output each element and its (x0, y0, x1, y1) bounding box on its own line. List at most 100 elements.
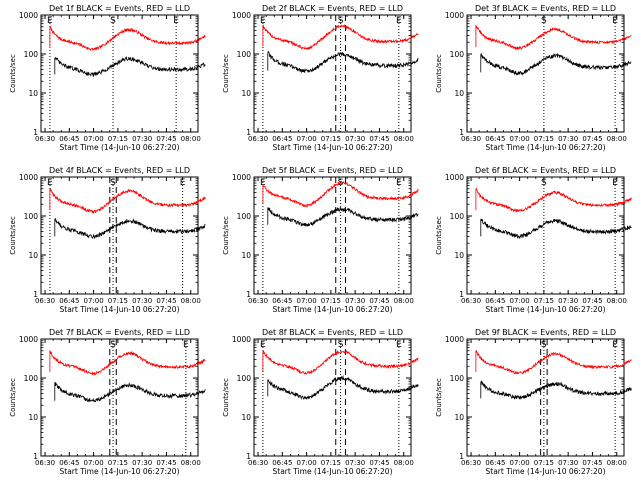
x-tick-label: 06:30 (461, 135, 481, 143)
y-axis-label: Counts/sec (222, 378, 230, 417)
chart-panel: Det 6f BLACK = Events, RED = LLD 1 10 100 10… (435, 166, 632, 314)
x-axis-label: Start Time (14-Jun-10 06:27:20) (273, 143, 393, 152)
x-tick-label: 07:30 (345, 135, 365, 143)
events-series-line (54, 55, 206, 78)
x-axis-label: Start Time (14-Jun-10 06:27:20) (273, 467, 393, 476)
y-tick-label: 10 (28, 413, 38, 422)
lld-series-line (475, 349, 632, 375)
x-tick-label: 07:00 (84, 459, 104, 467)
x-tick-label: 07:00 (84, 135, 104, 143)
plot-frame (40, 176, 199, 295)
x-tick-label: 08:00 (607, 459, 627, 467)
y-tick-label: 1000 (19, 173, 38, 182)
lld-series-line (262, 349, 419, 375)
x-tick-label: 07:45 (369, 459, 389, 467)
x-axis-label: Start Time (14-Jun-10 06:27:20) (486, 467, 606, 476)
x-tick-label: 07:30 (132, 459, 152, 467)
x-tick-label: 07:45 (582, 459, 602, 467)
events-series-line (54, 381, 206, 403)
y-axis-label: Counts/sec (9, 54, 17, 93)
y-axis-label: Counts/sec (435, 54, 443, 93)
y-tick-label: 1000 (232, 11, 251, 20)
chart-panel: Det 9f BLACK = Events, RED = LLD 1 10 100 10… (435, 328, 632, 476)
y-tick-label: 1 (33, 452, 38, 461)
x-tick-label: 06:30 (248, 135, 268, 143)
x-tick-label: 07:00 (84, 297, 104, 305)
y-axis-label: Counts/sec (222, 54, 230, 93)
x-axis-label: Start Time (14-Jun-10 06:27:20) (486, 305, 606, 314)
y-tick-label: 1000 (445, 11, 464, 20)
chart-panel: Det 1f BLACK = Events, RED = LLD 1 10 100 10… (9, 4, 206, 152)
x-tick-label: 07:15 (108, 459, 128, 467)
y-axis-label: Counts/sec (9, 378, 17, 417)
x-tick-label: 06:45 (485, 459, 505, 467)
event-marker-label: E (612, 16, 618, 26)
x-tick-label: 07:30 (558, 459, 578, 467)
event-marker-label: E (173, 16, 179, 26)
x-tick-label: 06:30 (35, 135, 55, 143)
y-axis-label: Counts/sec (435, 216, 443, 255)
plot-frame (253, 338, 412, 457)
chart-title: Det 7f BLACK = Events, RED = LLD (49, 328, 190, 337)
y-tick-label: 100 (24, 50, 39, 59)
x-tick-label: 07:15 (534, 459, 554, 467)
y-axis-label: Counts/sec (435, 378, 443, 417)
events-series-line (480, 218, 632, 239)
x-tick-label: 07:00 (297, 459, 317, 467)
chart-panel: Det 3f BLACK = Events, RED = LLD 1 10 100 10… (435, 4, 632, 152)
x-axis-label: Start Time (14-Jun-10 06:27:20) (273, 305, 393, 314)
x-tick-label: 07:15 (534, 135, 554, 143)
x-axis-label: Start Time (14-Jun-10 06:27:20) (60, 143, 180, 152)
chart-title: Det 5f BLACK = Events, RED = LLD (262, 166, 403, 175)
events-series-line (54, 217, 206, 239)
y-tick-label: 10 (241, 413, 251, 422)
event-marker-label: S (541, 16, 547, 26)
event-marker-label: E (183, 340, 189, 350)
event-marker-label: E (260, 16, 266, 26)
x-tick-label: 06:30 (248, 297, 268, 305)
x-tick-label: 07:30 (132, 297, 152, 305)
chart-panel: Det 5f BLACK = Events, RED = LLD 1 10 100 10… (222, 166, 419, 314)
event-marker-label: S (338, 340, 344, 350)
chart-title: Det 3f BLACK = Events, RED = LLD (475, 4, 616, 13)
lld-series-line (49, 25, 206, 52)
x-tick-label: 07:45 (156, 459, 176, 467)
x-axis-label: Start Time (14-Jun-10 06:27:20) (60, 467, 180, 476)
event-marker-label: E (396, 340, 402, 350)
x-tick-label: 07:15 (108, 135, 128, 143)
y-tick-label: 1000 (445, 173, 464, 182)
event-marker-label: E (612, 178, 618, 188)
x-tick-label: 07:45 (369, 297, 389, 305)
x-tick-label: 07:00 (297, 135, 317, 143)
y-tick-label: 1000 (19, 11, 38, 20)
x-tick-label: 06:45 (485, 135, 505, 143)
plot-frame (253, 176, 412, 295)
chart-title: Det 4f BLACK = Events, RED = LLD (49, 166, 190, 175)
events-series-line (267, 206, 419, 228)
y-axis-label: Counts/sec (222, 216, 230, 255)
x-tick-label: 07:45 (582, 297, 602, 305)
x-tick-label: 06:45 (485, 297, 505, 305)
lld-series-line (262, 23, 419, 50)
y-tick-label: 1 (459, 290, 464, 299)
chart-panel: Det 2f BLACK = Events, RED = LLD 1 10 100 10… (222, 4, 419, 152)
lld-series-line (49, 188, 206, 214)
x-axis-label: Start Time (14-Jun-10 06:27:20) (60, 305, 180, 314)
chart-title: Det 9f BLACK = Events, RED = LLD (475, 328, 616, 337)
y-tick-label: 1000 (19, 335, 38, 344)
x-tick-label: 08:00 (394, 297, 414, 305)
y-tick-label: 10 (454, 251, 464, 260)
plot-frame (466, 338, 625, 457)
x-tick-label: 06:45 (59, 135, 79, 143)
x-tick-label: 07:30 (558, 135, 578, 143)
y-tick-label: 1000 (445, 335, 464, 344)
x-tick-label: 06:30 (35, 297, 55, 305)
lld-series-line (49, 350, 206, 376)
x-tick-label: 07:45 (156, 297, 176, 305)
x-tick-label: 07:15 (534, 297, 554, 305)
event-marker-label: E (260, 340, 266, 350)
y-tick-label: 10 (241, 89, 251, 98)
y-tick-label: 100 (237, 374, 252, 383)
y-tick-label: 100 (450, 50, 465, 59)
